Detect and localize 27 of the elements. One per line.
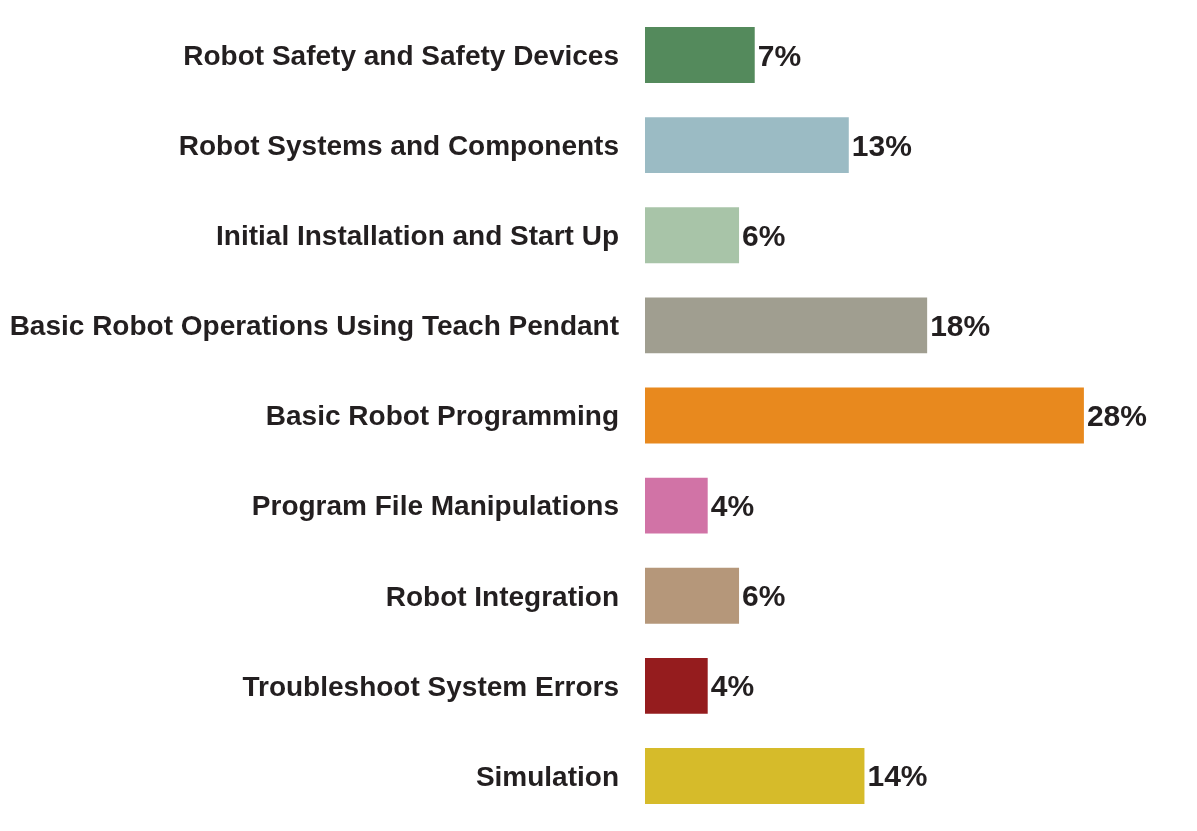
data-label: 4% xyxy=(710,669,755,703)
y-tick-label: Robot Systems and Components xyxy=(178,129,619,161)
data-label: 28% xyxy=(1086,399,1147,432)
y-tick-label: Basic Robot Programming xyxy=(265,400,619,432)
y-tick-label: Initial Installation and Start Up xyxy=(216,220,619,252)
bar xyxy=(645,27,755,83)
bar xyxy=(645,567,740,624)
y-tick-label: Troubleshoot System Errors xyxy=(242,670,619,702)
data-label: 6% xyxy=(742,218,786,252)
bar xyxy=(645,657,708,714)
data-label: 18% xyxy=(930,308,991,342)
data-label: 14% xyxy=(867,759,928,793)
data-label: 7% xyxy=(757,38,802,72)
bar xyxy=(645,748,865,804)
bar xyxy=(645,387,1084,444)
y-tick-label: Simulation xyxy=(475,760,619,792)
bar xyxy=(645,477,708,534)
data-label: 13% xyxy=(851,128,912,162)
y-tick-label: Program File Manipulations xyxy=(251,490,619,522)
bar xyxy=(645,297,928,354)
bar xyxy=(645,117,849,174)
data-label: 6% xyxy=(742,579,786,613)
bar xyxy=(645,207,740,264)
data-label: 4% xyxy=(710,489,755,523)
y-tick-label: Robot Integration xyxy=(385,580,619,612)
y-tick-label: Robot Safety and Safety Devices xyxy=(183,39,619,71)
y-tick-label: Basic Robot Operations Using Teach Pendant xyxy=(9,310,619,342)
